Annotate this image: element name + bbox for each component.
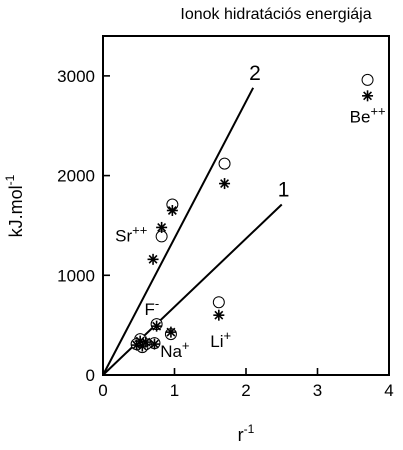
asterisk-stroke	[148, 254, 158, 264]
ion-label-be: Be++	[350, 104, 386, 127]
asterisk-stroke	[166, 327, 176, 337]
asterisk-point	[362, 90, 374, 102]
asterisk-stroke	[157, 222, 167, 232]
asterisk-point	[151, 320, 163, 332]
asterisk-stroke	[150, 339, 159, 349]
asterisk-stroke	[214, 310, 224, 320]
asterisk-stroke	[137, 341, 147, 351]
y-axis-label-base: kJ.mol	[6, 185, 26, 237]
circle-point	[361, 73, 374, 86]
asterisk-point	[147, 253, 159, 265]
x-tick-label: 2	[241, 381, 250, 400]
x-axis-label: r-1	[238, 422, 255, 445]
y-tick-label: 3000	[57, 67, 95, 86]
data-points	[130, 73, 374, 354]
asterisk-point	[213, 309, 225, 321]
y-tick-label: 2000	[57, 167, 95, 186]
plot-frame	[102, 35, 390, 376]
ion-label-charge: +	[223, 328, 231, 343]
asterisk-stroke	[220, 179, 230, 189]
circle-point	[218, 157, 231, 170]
asterisk-point	[156, 221, 168, 233]
fit-line-2	[102, 87, 255, 376]
y-tick-label: 1000	[57, 266, 95, 285]
asterisk-stroke	[167, 206, 177, 215]
asterisk-point	[136, 340, 148, 352]
y-axis-label-sup: -1	[3, 174, 17, 185]
ion-label-li: Li+	[210, 328, 231, 351]
axis-ticks: 0 1 2 3 4 0 1000 2000 3000	[57, 67, 394, 400]
y-tick-label: 0	[86, 366, 95, 385]
asterisk-point	[148, 338, 160, 350]
fit-lines: 12	[102, 62, 290, 376]
ion-label-base: Li	[210, 332, 223, 351]
ion-label-charge: -	[155, 296, 159, 311]
x-tick-label: 3	[313, 381, 322, 400]
ion-label-sr: Sr++	[115, 222, 147, 245]
ion-label-base: Sr	[115, 226, 132, 245]
asterisk-stroke	[152, 321, 162, 331]
fit-line-label-2: 2	[249, 62, 261, 85]
x-axis-label-sup: -1	[244, 422, 255, 436]
ion-label-base: Be	[350, 108, 371, 127]
ion-label-charge: ++	[132, 222, 147, 237]
y-axis-label: kJ.mol-1	[3, 174, 26, 237]
x-tick-label: 1	[170, 381, 179, 400]
x-tick-label: 0	[98, 381, 107, 400]
ion-label-base: F	[144, 300, 154, 319]
ion-label-charge: +	[182, 338, 190, 353]
fit-line-label-1: 1	[278, 179, 290, 202]
plot-area	[102, 35, 390, 376]
ion-label-f: F-	[144, 296, 159, 319]
asterisk-stroke	[363, 91, 373, 101]
circle-point	[212, 296, 225, 309]
ion-label-charge: ++	[370, 104, 385, 119]
x-tick-label: 4	[384, 381, 393, 400]
asterisk-point	[219, 178, 231, 190]
annotations: Be++Sr++F-Li+Na+	[115, 104, 386, 361]
ion-label-base: Na	[160, 342, 182, 361]
ion-label-na: Na+	[160, 338, 189, 361]
asterisk-point	[165, 326, 177, 338]
x-axis-label-base: r	[238, 425, 244, 445]
asterisk-point	[166, 204, 178, 216]
chart-title: Ionok hidratációs energiája	[180, 6, 371, 23]
